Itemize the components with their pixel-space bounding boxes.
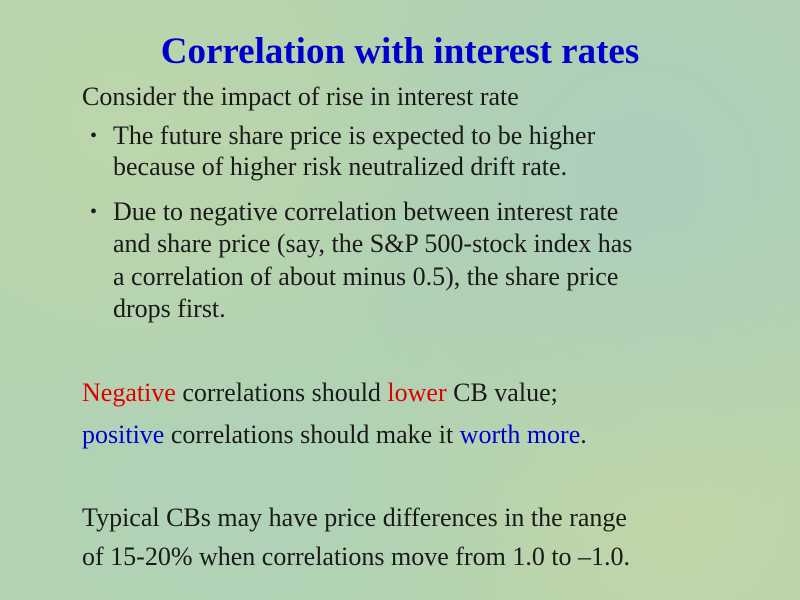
bullet-text: and share price (say, the S&P 500-stock … xyxy=(113,229,633,258)
slide-title: Correlation with interest rates xyxy=(160,31,640,72)
colored-line: positive correlations should make it wor… xyxy=(82,420,587,450)
text-run: correlations should make it xyxy=(164,420,460,449)
bullet-text: drops first. xyxy=(113,294,226,323)
bullet-text: because of higher risk neutralized drift… xyxy=(113,152,568,181)
bullet-marker: • xyxy=(90,125,98,147)
text-run: CB value; xyxy=(446,378,558,407)
text-run: Negative xyxy=(82,378,176,407)
bullet-marker: • xyxy=(90,201,98,223)
text-run: positive xyxy=(82,420,165,449)
bullet-text: a correlation of about minus 0.5), the s… xyxy=(113,262,619,291)
bullet-text: The future share price is expected to be… xyxy=(113,121,596,150)
text-run: lower xyxy=(387,378,447,407)
text-run: worth more xyxy=(459,420,581,449)
intro-text: Consider the impact of rise in interest … xyxy=(82,82,519,111)
text-run: correlations should xyxy=(175,378,388,407)
closing-text: Typical CBs may have price differences i… xyxy=(82,503,627,532)
bullet-text: Due to negative correlation between inte… xyxy=(113,197,619,226)
closing-text: of 15-20% when correlations move from 1.… xyxy=(82,542,631,571)
colored-line: Negative correlations should lower CB va… xyxy=(82,378,558,408)
text-run: . xyxy=(580,420,587,449)
